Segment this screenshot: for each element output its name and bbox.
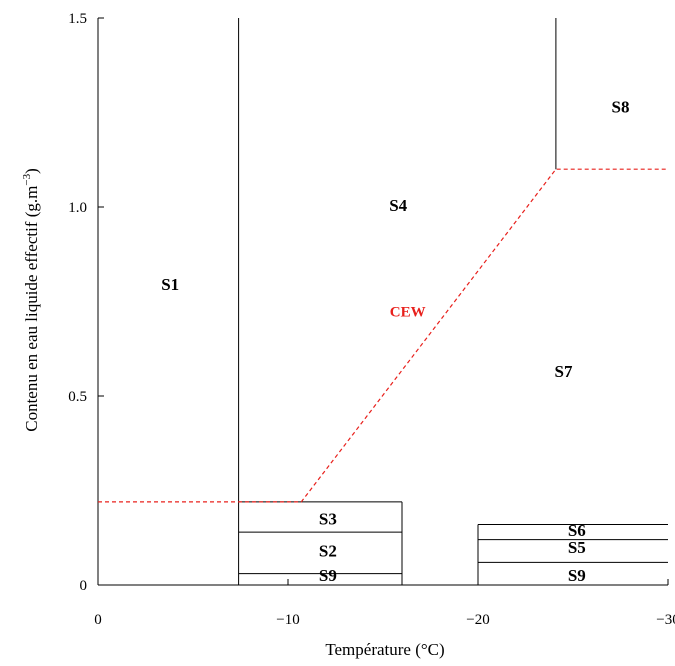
x-tick-label-0: 0 [94, 612, 102, 628]
region-label-s7-3: S7 [555, 362, 573, 381]
x-tick-label-3: −30 [656, 612, 675, 628]
y-ticks: 0 0.5 1.0 1.5 [68, 11, 104, 594]
region-label-s3-4: S3 [319, 510, 337, 529]
region-label-s9-6: S9 [319, 566, 337, 585]
y-tick-label-1: 0.5 [68, 389, 87, 405]
y-tick-label-2: 1.0 [68, 200, 87, 216]
region-label-s5-8: S5 [568, 538, 586, 557]
cew-label: CEW [390, 305, 426, 321]
region-boundaries [238, 18, 668, 585]
x-axis-label: Température (°C) [325, 640, 444, 659]
region-label-s8-2: S8 [612, 98, 630, 117]
y-axis-label-sup: −3 [21, 173, 33, 185]
region-label-s9-9: S9 [568, 566, 586, 585]
axes [97, 18, 668, 586]
y-tick-label-3: 1.5 [68, 11, 87, 27]
region-label-s4-1: S4 [389, 196, 407, 215]
y-axis-label-main: Contenu en eau liquide effectif (g.m [22, 186, 41, 432]
y-axis-label-close: ) [22, 168, 41, 174]
x-ticks: 0 −10 −20 −30 [94, 579, 675, 628]
y-axis-label: Contenu en eau liquide effectif (g.m−3) [21, 168, 41, 432]
region-label-s6-7: S6 [568, 521, 586, 540]
x-tick-label-1: −10 [276, 612, 299, 628]
cew-line [98, 168, 668, 503]
y-tick-label-0: 0 [80, 578, 88, 594]
region-label-s1-0: S1 [161, 275, 179, 294]
region-label-s2-5: S2 [319, 542, 337, 561]
x-tick-label-2: −20 [466, 612, 489, 628]
